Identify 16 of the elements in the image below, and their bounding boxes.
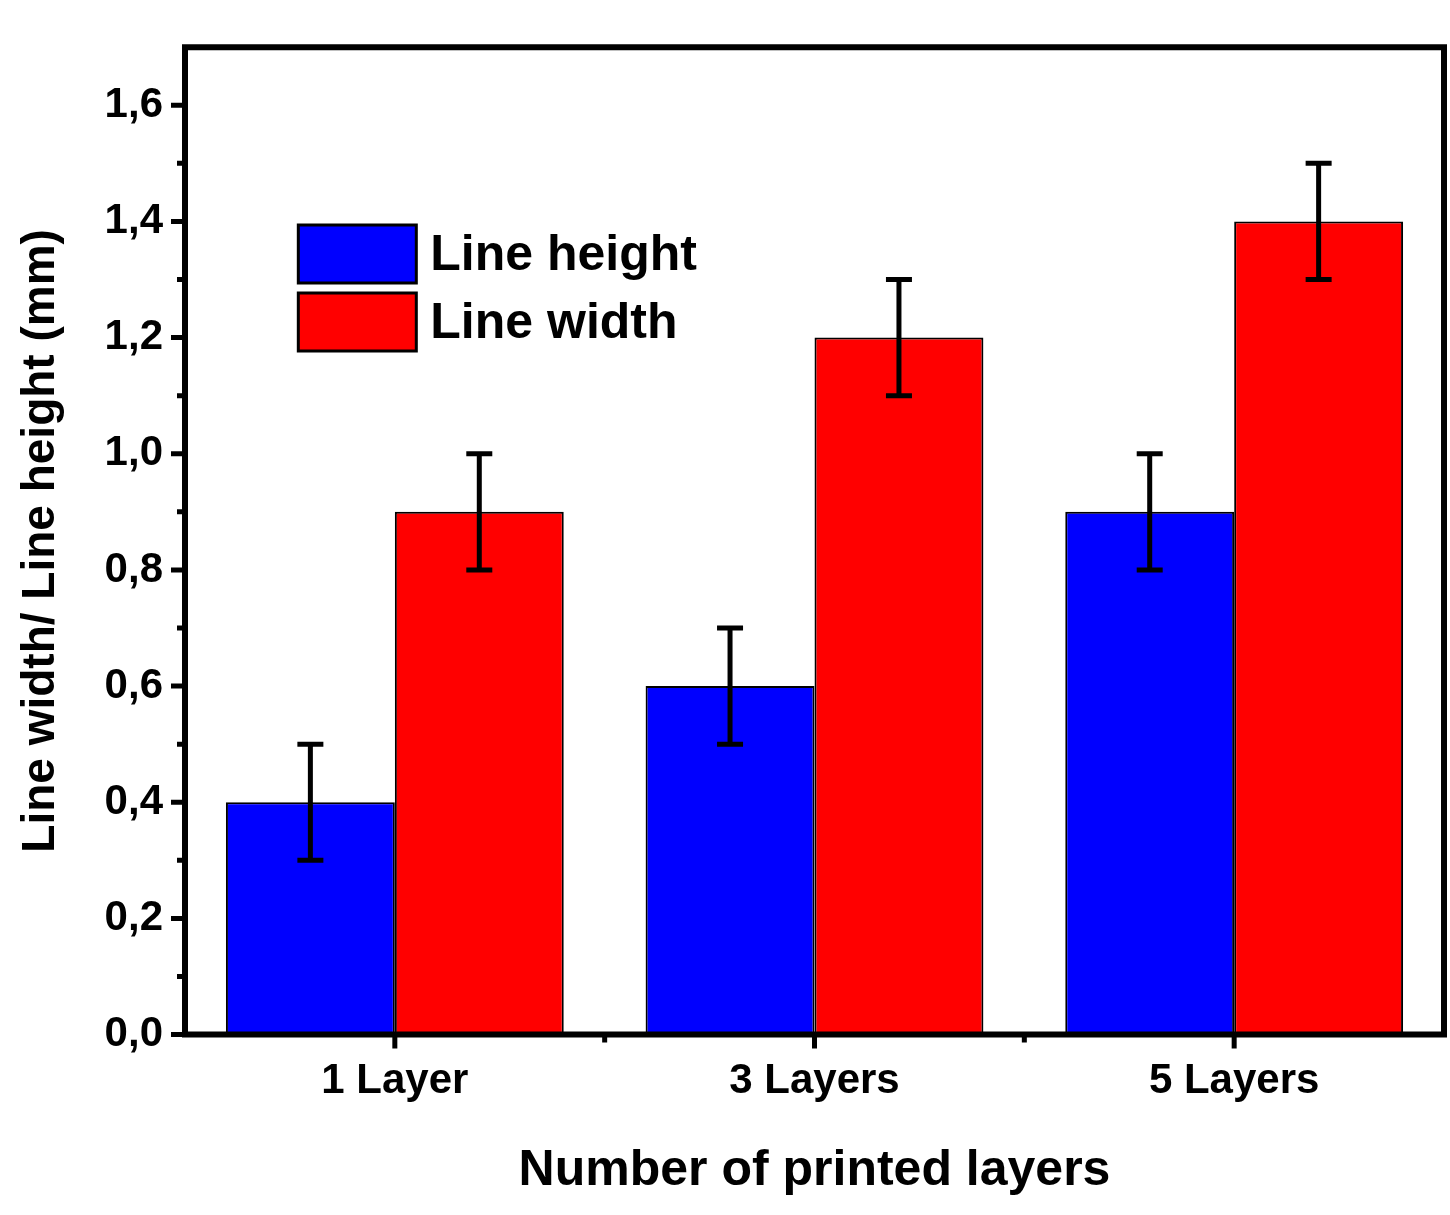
y-tick-label: 0,0 bbox=[104, 1008, 163, 1056]
y-tick-label: 0,6 bbox=[104, 659, 163, 707]
y-tick-label: 0,8 bbox=[104, 543, 163, 591]
y-tick-label: 1,4 bbox=[104, 195, 164, 243]
x-tick-label: 3 Layers bbox=[729, 1055, 900, 1103]
legend-label: Line height bbox=[430, 224, 698, 281]
y-tick-label: 1,2 bbox=[104, 311, 163, 359]
y-tick-label: 0,2 bbox=[104, 892, 163, 940]
y-tick-label: 0,4 bbox=[104, 775, 164, 823]
y-axis-title: Line width/ Line height (mm) bbox=[12, 229, 65, 853]
x-axis-title: Number of printed layers bbox=[518, 1139, 1111, 1196]
y-tick-label: 1,0 bbox=[104, 427, 163, 475]
y-tick-label: 1,6 bbox=[104, 78, 163, 126]
legend-label: Line width bbox=[430, 292, 678, 349]
x-tick-label: 1 Layer bbox=[321, 1055, 469, 1103]
x-tick-label: 5 Layers bbox=[1148, 1055, 1320, 1103]
